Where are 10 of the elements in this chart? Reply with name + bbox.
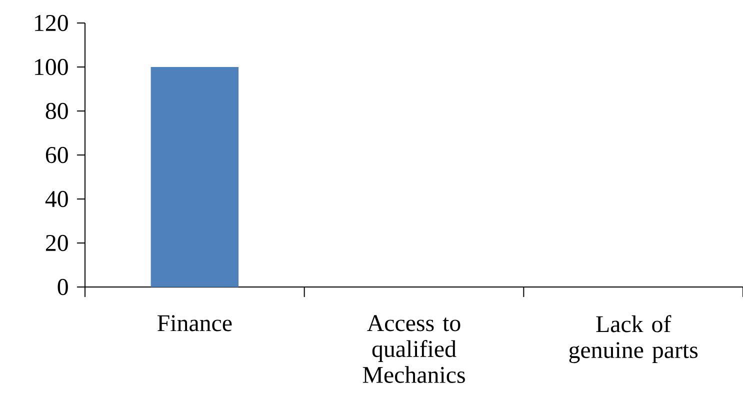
y-tick-label: 20 [46,234,68,252]
y-tick-label: 60 [46,146,68,164]
y-tick-label: 120 [35,14,68,32]
x-tick-label: Finance [158,315,232,332]
x-tick-label: Access to qualified Mechanics [362,315,465,383]
y-tick-label: 40 [45,190,68,208]
x-tick-label: Lack of genuine parts [569,315,698,364]
y-tick-label: 100 [35,58,68,76]
y-tick-label: 0 [58,278,68,296]
y-tick-label: 80 [46,102,68,120]
